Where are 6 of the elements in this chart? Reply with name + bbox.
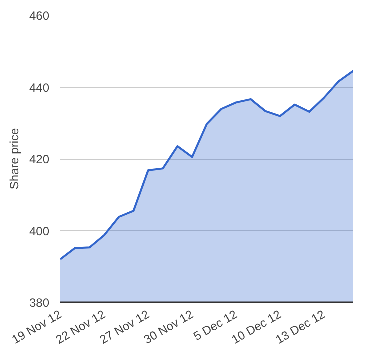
y-tick-label: 460 <box>29 9 50 23</box>
y-tick-label: 400 <box>29 224 50 238</box>
y-tick-label: 440 <box>29 80 50 95</box>
y-axis-title: Share price <box>7 128 22 190</box>
y-tick-label: 420 <box>29 152 50 166</box>
y-tick-label: 380 <box>29 296 50 310</box>
